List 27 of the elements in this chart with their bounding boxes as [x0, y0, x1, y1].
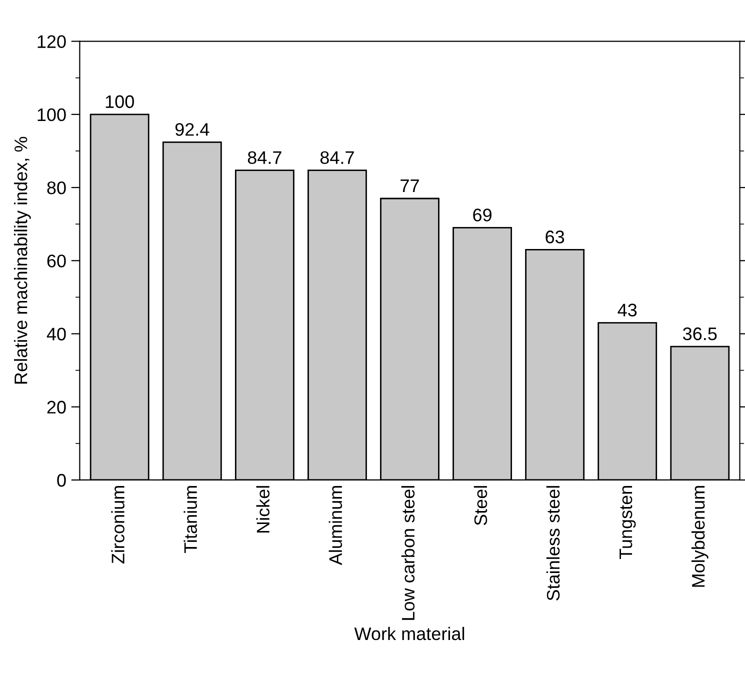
- y-tick-label: 100: [38, 108, 66, 122]
- x-axis-title: Work material: [354, 626, 464, 640]
- data-label: 92.4: [175, 123, 210, 136]
- data-label: 84.7: [248, 151, 282, 164]
- data-label: 84.7: [320, 151, 354, 164]
- y-tick-label: 40: [46, 328, 66, 340]
- y-tick-label: 20: [47, 400, 66, 414]
- x-tick-label: Aluminum: [328, 486, 342, 566]
- x-tick-label: Tungsten: [620, 486, 636, 560]
- y-tick-label: 120: [38, 35, 66, 48]
- data-label: 69: [473, 208, 492, 222]
- data-label: 63: [546, 230, 564, 244]
- data-label: 77: [400, 180, 419, 192]
- data-label: 36.5: [683, 327, 717, 340]
- x-tick-label: Zirconium: [111, 486, 124, 564]
- x-tick-label: Titanium: [184, 486, 197, 553]
- x-tick-label: Low carbon steel: [401, 486, 415, 620]
- x-tick-label: Stainless steel: [546, 486, 560, 600]
- y-tick-label: 60: [47, 254, 66, 268]
- x-tick-label: Steel: [474, 486, 488, 526]
- data-label: 43: [618, 304, 637, 316]
- y-axis-title: Relative machinability index, %: [14, 136, 31, 384]
- y-tick-label: 0: [57, 474, 66, 487]
- x-tick-label: Molybdenum: [691, 486, 708, 587]
- x-tick-label: Nickel: [256, 486, 270, 533]
- data-label: 100: [106, 95, 134, 108]
- y-tick-label: 80: [47, 181, 66, 194]
